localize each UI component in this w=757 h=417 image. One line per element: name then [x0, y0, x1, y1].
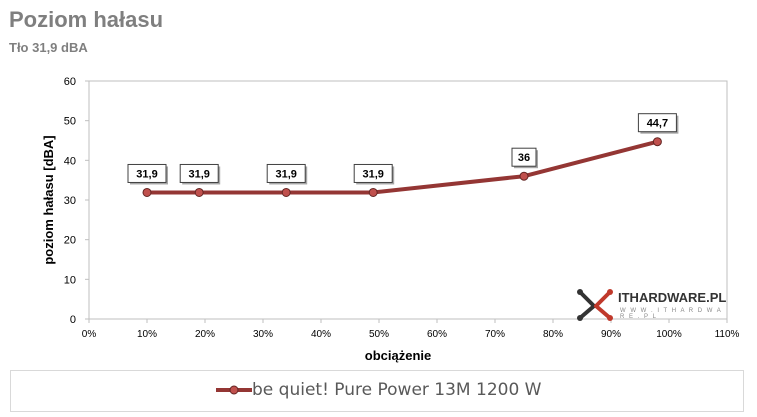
x-tick-label: 110%	[715, 329, 740, 340]
series-line	[145, 139, 660, 195]
data-label-box	[511, 147, 537, 167]
x-tick-label: 30%	[253, 329, 273, 340]
data-label-box	[637, 113, 677, 133]
x-axis-label: obciążenie	[365, 348, 431, 363]
ithardware-watermark: ITHARDWARE.PL W W W . I T H A R D W A R …	[574, 288, 727, 322]
y-axis-label: poziom hałasu [dBA]	[41, 135, 56, 264]
x-tick-label: 80%	[543, 329, 563, 340]
data-point	[368, 187, 378, 197]
chart-title: Poziom hałasu	[9, 7, 164, 32]
legend: be quiet! Pure Power 13M 1200 W	[10, 370, 744, 412]
x-tick-label: 90%	[601, 329, 621, 340]
watermark-url: W W W . I T H A R D W A R E . P L	[620, 308, 722, 320]
data-point	[142, 187, 152, 197]
y-tick-label: 10	[64, 274, 76, 286]
watermark-brand: ITHARDWARE.PL	[618, 290, 727, 305]
y-tick-label: 30	[64, 195, 76, 207]
data-label-box	[179, 163, 219, 183]
x-tick-label: 40%	[311, 329, 331, 340]
y-tick-label: 50	[64, 116, 76, 128]
data-point	[519, 171, 529, 181]
data-point	[652, 137, 662, 147]
chart-subtitle: Tło 31,9 dBA	[9, 40, 88, 55]
x-tick-label: 50%	[369, 329, 389, 340]
data-point	[194, 187, 204, 197]
x-tick-label: 20%	[195, 329, 215, 340]
data-label-box	[266, 163, 306, 183]
plot-area	[88, 80, 728, 320]
data-label: 31,9	[136, 168, 157, 180]
legend-marker	[216, 385, 252, 395]
x-tick-label: 70%	[485, 329, 505, 340]
y-tick-label: 20	[64, 235, 76, 247]
x-tick-label: 100%	[656, 329, 682, 340]
data-label-box	[353, 163, 393, 183]
y-tick-label: 60	[64, 76, 76, 88]
x-tick-label: 0%	[82, 329, 97, 340]
data-label: 31,9	[275, 168, 296, 180]
data-label: 36	[518, 152, 530, 164]
y-tick-label: 40	[64, 155, 76, 167]
data-label: 44,7	[647, 118, 668, 130]
data-label: 31,9	[188, 168, 209, 180]
y-tick-label: 0	[70, 314, 76, 326]
legend-label: be quiet! Pure Power 13M 1200 W	[252, 380, 542, 400]
x-tick-label: 60%	[427, 329, 447, 340]
data-label: 31,9	[362, 168, 383, 180]
data-point	[281, 187, 291, 197]
data-label-box	[127, 163, 167, 183]
x-tick-label: 10%	[137, 329, 157, 340]
ithardware-logo-icon	[577, 289, 613, 321]
